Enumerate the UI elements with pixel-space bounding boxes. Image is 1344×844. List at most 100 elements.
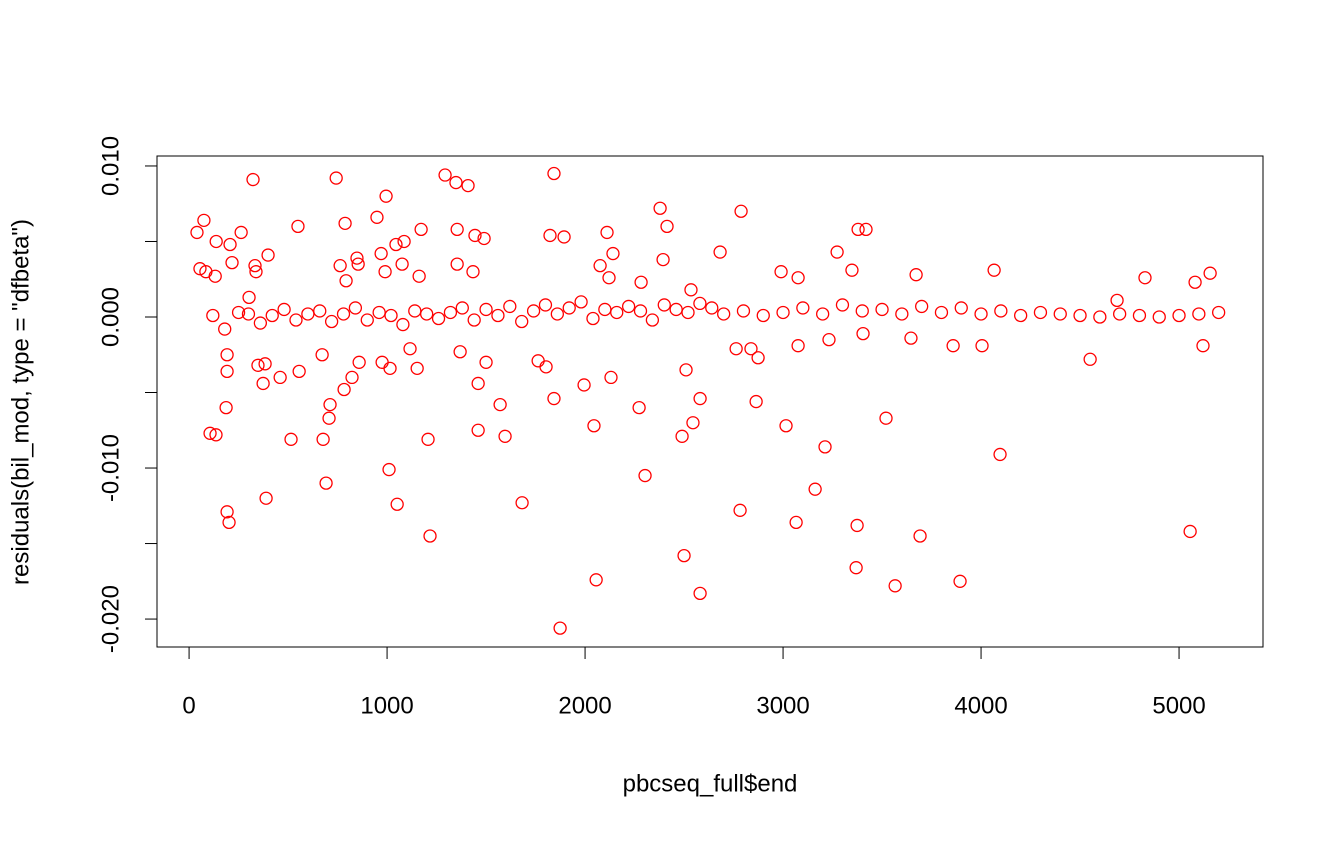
- y-tick-label: 0.000: [97, 287, 124, 347]
- point: [1138, 271, 1152, 285]
- point: [953, 574, 967, 588]
- point: [337, 382, 351, 397]
- point: [1110, 293, 1124, 308]
- point: [345, 370, 359, 385]
- point: [438, 168, 452, 182]
- point: [859, 222, 873, 237]
- point: [223, 237, 237, 252]
- point: [744, 342, 758, 356]
- point: [749, 394, 763, 409]
- point: [822, 333, 836, 347]
- point: [816, 307, 830, 321]
- point: [835, 298, 850, 312]
- point: [756, 308, 770, 323]
- point: [421, 432, 435, 446]
- point: [586, 311, 600, 326]
- point: [845, 263, 859, 277]
- point: [656, 252, 670, 267]
- point: [277, 302, 291, 317]
- point: [259, 491, 273, 505]
- point: [1152, 310, 1166, 324]
- point: [412, 269, 426, 283]
- point: [220, 348, 234, 362]
- point: [705, 301, 719, 315]
- point: [904, 331, 918, 345]
- point: [256, 376, 270, 391]
- point: [974, 307, 988, 321]
- point: [1093, 310, 1107, 324]
- point: [265, 308, 279, 323]
- point: [632, 400, 646, 415]
- point: [313, 304, 327, 318]
- point: [468, 228, 482, 243]
- plot-box: [156, 155, 1264, 648]
- point: [717, 307, 731, 321]
- point: [251, 358, 265, 372]
- point: [574, 295, 588, 309]
- point: [606, 246, 620, 261]
- point: [503, 299, 517, 314]
- point: [736, 304, 751, 318]
- point: [220, 364, 234, 379]
- point: [789, 515, 803, 530]
- point: [621, 299, 636, 314]
- point: [384, 308, 398, 323]
- point: [693, 296, 707, 311]
- point: [598, 302, 612, 317]
- point: [515, 496, 529, 510]
- point: [225, 255, 239, 270]
- x-tick-label: 5000: [1152, 692, 1205, 719]
- point: [319, 476, 333, 490]
- point: [370, 210, 384, 224]
- point: [1132, 308, 1147, 323]
- point: [733, 503, 747, 517]
- point: [323, 397, 337, 412]
- point: [677, 548, 691, 563]
- point: [261, 248, 275, 262]
- point: [729, 342, 743, 356]
- point: [351, 257, 365, 271]
- x-tick-label: 2000: [558, 692, 611, 719]
- point: [493, 397, 507, 412]
- point: [547, 166, 561, 181]
- x-tick-label: 1000: [360, 692, 413, 719]
- point: [339, 274, 353, 288]
- point: [547, 391, 561, 406]
- point: [324, 314, 339, 329]
- point: [851, 222, 865, 237]
- point: [895, 307, 909, 321]
- point: [1113, 307, 1127, 321]
- point: [449, 175, 463, 190]
- point: [253, 316, 268, 330]
- point: [336, 307, 351, 321]
- point: [577, 378, 591, 392]
- point: [289, 313, 303, 327]
- point: [375, 355, 389, 369]
- point: [589, 573, 603, 587]
- point: [796, 301, 810, 315]
- point: [315, 348, 329, 362]
- point: [1073, 308, 1087, 323]
- point: [934, 305, 949, 320]
- point: [291, 219, 305, 234]
- point: [491, 308, 505, 323]
- point: [273, 370, 287, 385]
- point: [526, 304, 541, 318]
- point: [681, 305, 695, 320]
- point: [284, 432, 298, 446]
- point: [604, 370, 618, 385]
- point: [222, 515, 236, 530]
- point: [888, 579, 902, 593]
- point: [774, 265, 788, 279]
- point: [242, 290, 256, 305]
- point: [348, 301, 363, 315]
- point: [379, 189, 393, 203]
- point: [209, 428, 223, 442]
- y-tick-label: 0.010: [97, 136, 124, 196]
- point: [818, 440, 832, 454]
- point: [660, 219, 674, 234]
- point: [1196, 339, 1210, 353]
- point: [352, 355, 366, 369]
- point: [550, 307, 564, 321]
- point: [1033, 305, 1048, 320]
